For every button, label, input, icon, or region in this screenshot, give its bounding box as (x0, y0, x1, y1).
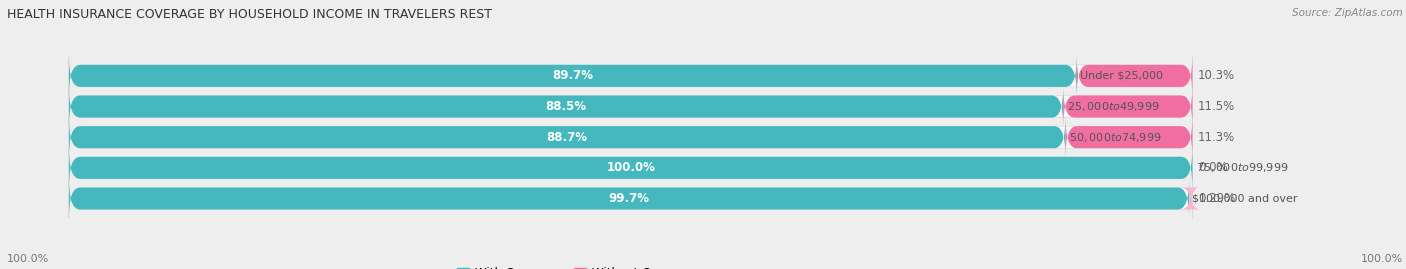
Text: 11.3%: 11.3% (1198, 131, 1236, 144)
FancyBboxPatch shape (69, 87, 1063, 126)
Text: 99.7%: 99.7% (609, 192, 650, 205)
Text: $25,000 to $49,999: $25,000 to $49,999 (1067, 100, 1159, 113)
FancyBboxPatch shape (69, 148, 1192, 187)
Text: 100.0%: 100.0% (1361, 254, 1403, 264)
Text: HEALTH INSURANCE COVERAGE BY HOUSEHOLD INCOME IN TRAVELERS REST: HEALTH INSURANCE COVERAGE BY HOUSEHOLD I… (7, 8, 492, 21)
Text: Under $25,000: Under $25,000 (1080, 71, 1163, 81)
Text: 0.0%: 0.0% (1198, 161, 1227, 174)
FancyBboxPatch shape (69, 56, 1077, 95)
FancyBboxPatch shape (1181, 179, 1201, 218)
FancyBboxPatch shape (1066, 118, 1192, 157)
Text: 88.7%: 88.7% (547, 131, 588, 144)
FancyBboxPatch shape (69, 87, 1192, 126)
Text: 100.0%: 100.0% (606, 161, 655, 174)
Text: 89.7%: 89.7% (553, 69, 593, 82)
Text: $100,000 and over: $100,000 and over (1192, 193, 1298, 204)
Text: 10.3%: 10.3% (1198, 69, 1236, 82)
Text: $75,000 to $99,999: $75,000 to $99,999 (1197, 161, 1288, 174)
FancyBboxPatch shape (69, 179, 1189, 218)
Text: 11.5%: 11.5% (1198, 100, 1236, 113)
Text: $50,000 to $74,999: $50,000 to $74,999 (1069, 131, 1161, 144)
Text: 100.0%: 100.0% (7, 254, 49, 264)
FancyBboxPatch shape (69, 118, 1192, 157)
FancyBboxPatch shape (1063, 87, 1192, 126)
FancyBboxPatch shape (69, 56, 1192, 95)
FancyBboxPatch shape (69, 179, 1192, 218)
Legend: With Coverage, Without Coverage: With Coverage, Without Coverage (453, 262, 703, 269)
FancyBboxPatch shape (69, 148, 1192, 187)
Text: 0.29%: 0.29% (1198, 192, 1236, 205)
FancyBboxPatch shape (69, 118, 1066, 157)
Text: 88.5%: 88.5% (546, 100, 586, 113)
FancyBboxPatch shape (1077, 56, 1192, 95)
Text: Source: ZipAtlas.com: Source: ZipAtlas.com (1292, 8, 1403, 18)
